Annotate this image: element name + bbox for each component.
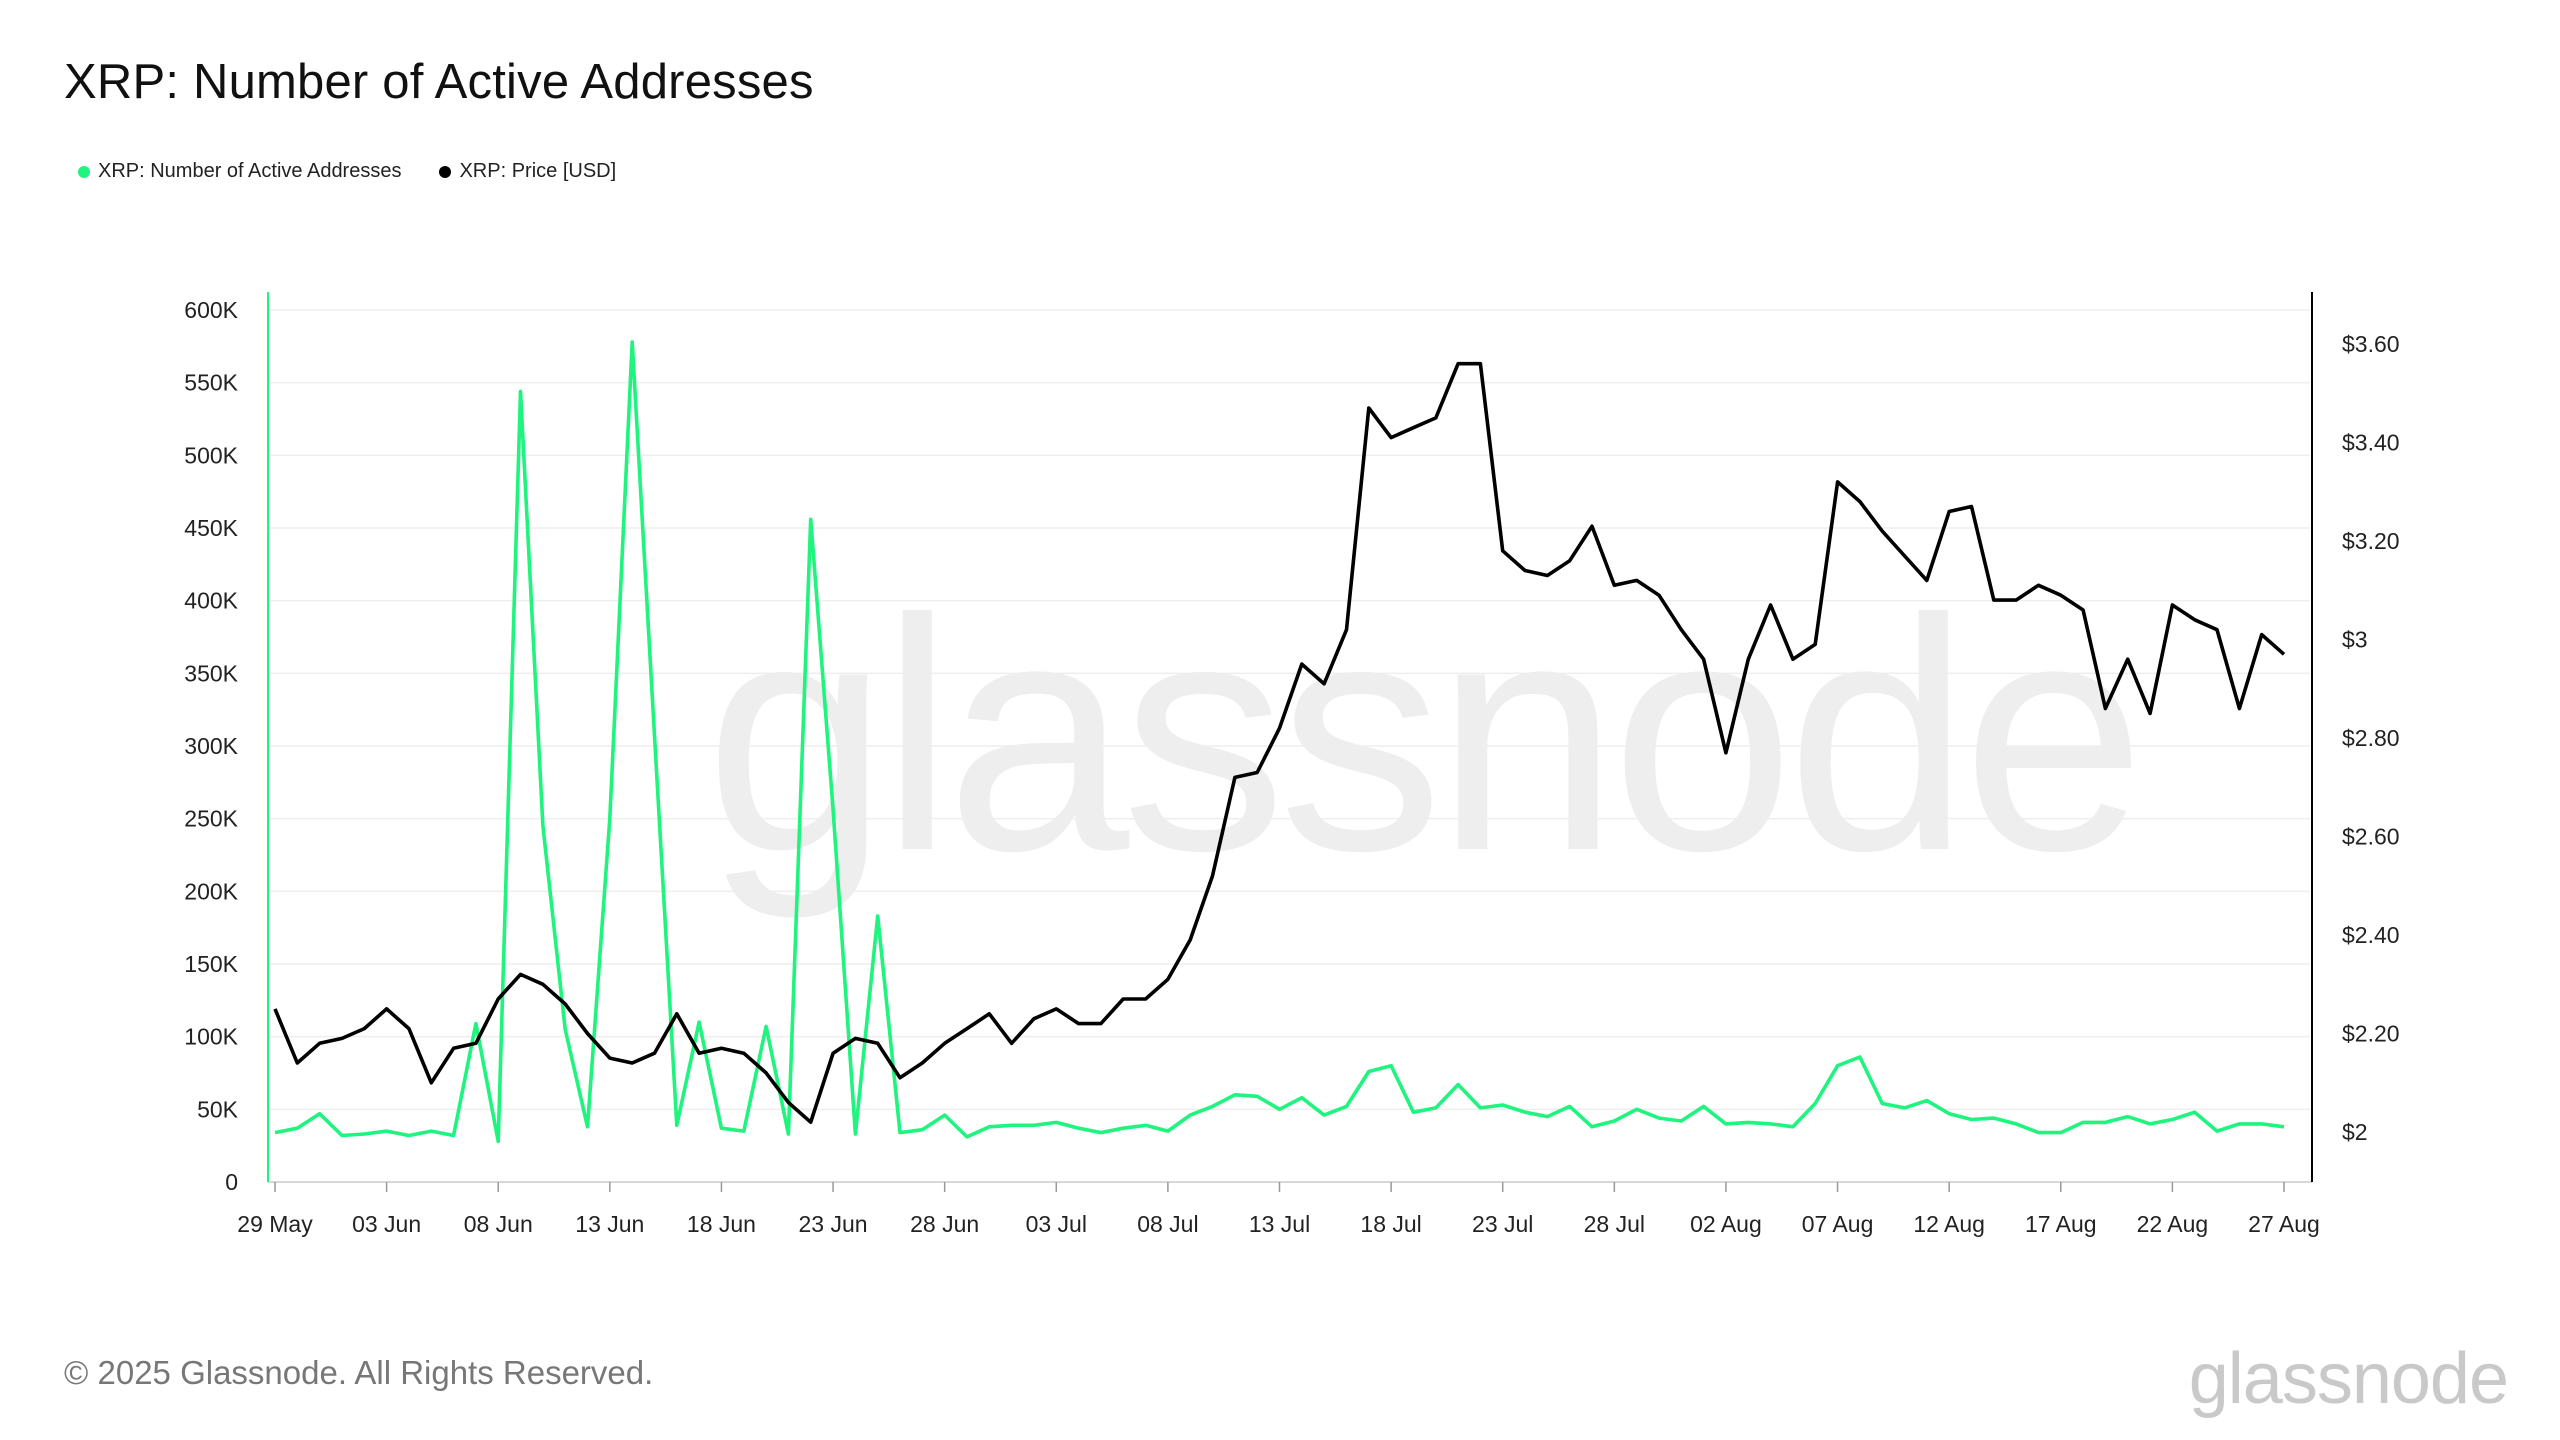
y-left-tick-label: 200K — [184, 878, 238, 904]
copyright-footer: © 2025 Glassnode. All Rights Reserved. — [64, 1354, 654, 1391]
y-left-tick-label: 250K — [184, 806, 238, 832]
x-tick-label: 03 Jul — [1026, 1211, 1087, 1237]
y-right-tick-label: $2.40 — [2342, 922, 2400, 948]
x-tick-label: 07 Aug — [1802, 1211, 1874, 1237]
x-tick-label: 13 Jun — [575, 1211, 644, 1237]
series-line-addresses — [274, 340, 2285, 1144]
legend: XRP: Number of Active Addresses XRP: Pri… — [78, 160, 616, 183]
legend-dot-price — [439, 165, 452, 178]
x-tick-label: 28 Jul — [1584, 1211, 1645, 1237]
x-tick-label: 27 Aug — [2248, 1211, 2320, 1237]
x-tick-label: 28 Jun — [910, 1211, 979, 1237]
x-tick-label: 18 Jul — [1360, 1211, 1421, 1237]
x-tick-label: 12 Aug — [1913, 1211, 1985, 1237]
y-left-tick-label: 400K — [184, 588, 238, 614]
series-line-price — [273, 361, 2286, 1124]
y-right-tick-label: $3.60 — [2342, 331, 2400, 357]
y-left-tick-label: 350K — [184, 660, 238, 686]
y-right-tick-label: $3.20 — [2342, 528, 2400, 554]
y-left-tick-label: 300K — [184, 733, 238, 759]
x-tick-label: 02 Aug — [1690, 1211, 1762, 1237]
chart-title: XRP: Number of Active Addresses — [64, 55, 814, 109]
x-tick-label: 13 Jul — [1249, 1211, 1310, 1237]
y-right-tick-label: $2.60 — [2342, 824, 2400, 850]
legend-item-price[interactable]: XRP: Price [USD] — [439, 160, 616, 183]
y-right-tick-label: $2 — [2342, 1119, 2368, 1145]
y-left-tick-label: 0 — [225, 1169, 238, 1195]
x-tick-label: 17 Aug — [2025, 1211, 2097, 1237]
x-tick-label: 18 Jun — [687, 1211, 756, 1237]
y-left-tick-label: 550K — [184, 370, 238, 396]
x-tick-label: 08 Jun — [464, 1211, 533, 1237]
y-left-tick-label: 50K — [197, 1096, 239, 1122]
x-tick-label: 29 May — [237, 1211, 313, 1237]
x-tick-label: 22 Aug — [2137, 1211, 2209, 1237]
y-right-tick-label: $3 — [2342, 627, 2368, 653]
x-tick-label: 23 Jun — [799, 1211, 868, 1237]
y-right-tick-label: $3.40 — [2342, 430, 2400, 456]
y-left-tick-label: 150K — [184, 951, 238, 977]
legend-dot-addresses — [78, 165, 90, 178]
x-tick-label: 08 Jul — [1137, 1211, 1198, 1237]
x-tick-label: 23 Jul — [1472, 1211, 1533, 1237]
y-left-tick-label: 600K — [184, 297, 238, 323]
y-right-tick-label: $2.80 — [2342, 725, 2400, 751]
y-left-tick-label: 500K — [184, 442, 238, 468]
x-tick-label: 03 Jun — [352, 1211, 421, 1237]
watermark: glassnode — [705, 550, 2145, 919]
y-right-tick-label: $2.20 — [2342, 1021, 2400, 1047]
y-left-tick-label: 100K — [184, 1024, 238, 1050]
glassnode-logo: glassnode — [2188, 1339, 2509, 1419]
legend-item-addresses[interactable]: XRP: Number of Active Addresses — [78, 160, 401, 183]
legend-label-addresses: XRP: Number of Active Addresses — [98, 160, 402, 182]
legend-label-price: XRP: Price [USD] — [459, 160, 617, 182]
y-left-tick-label: 450K — [184, 515, 238, 541]
